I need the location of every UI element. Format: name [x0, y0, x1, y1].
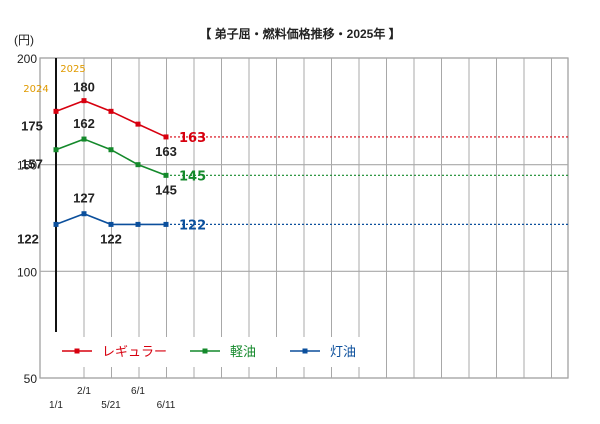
legend-label: 灯油: [330, 345, 356, 360]
x-tick-labels: 1/1 2/1 5/21 6/1 6/11: [49, 386, 176, 411]
end-value-label: 145: [179, 169, 206, 184]
data-point: [108, 147, 114, 153]
year-label: 2025: [60, 64, 85, 75]
x-tick-label: 6/1: [131, 386, 145, 397]
x-tick-label: 1/1: [49, 400, 63, 411]
data-label: 157: [21, 157, 43, 172]
data-label: 162: [73, 116, 95, 131]
data-label: 180: [73, 80, 95, 95]
data-label: 127: [73, 191, 95, 206]
y-axis-unit: (円): [14, 33, 34, 47]
data-point: [135, 121, 141, 127]
data-point: [163, 221, 169, 227]
data-point: [81, 136, 87, 142]
chart-title: 【 弟子屈・燃料価格推移・2025年 】: [199, 26, 400, 41]
data-label: 122: [17, 231, 39, 246]
data-point: [108, 221, 114, 227]
legend: レギュラー 軽油 灯油: [48, 337, 364, 367]
data-point: [163, 134, 169, 140]
legend-label: 軽油: [230, 345, 256, 360]
data-label: 175: [21, 118, 43, 133]
y-tick-label: 150: [17, 159, 37, 173]
data-point: [135, 221, 141, 227]
legend-marker: [74, 348, 80, 354]
y-tick-labels: 50 100 150 200: [17, 52, 37, 386]
x-tick-label: 2/1: [77, 386, 91, 397]
year-labels: 2024 2025: [23, 64, 85, 95]
legend-label: レギュラー: [102, 345, 167, 360]
data-label: 145: [155, 182, 177, 197]
x-tick-label: 6/11: [157, 400, 176, 411]
data-point: [81, 211, 87, 217]
end-value-label: 122: [179, 218, 206, 233]
end-value-label: 163: [179, 131, 206, 146]
series-lines: [53, 98, 169, 227]
grid: [39, 57, 569, 379]
legend-marker: [302, 348, 308, 354]
data-point: [81, 98, 87, 104]
data-point: [53, 108, 59, 114]
data-point: [163, 172, 169, 178]
y-tick-label: 100: [17, 265, 37, 279]
y-tick-label: 200: [17, 52, 37, 66]
year-label: 2024: [23, 84, 48, 95]
data-point: [108, 108, 114, 114]
data-point: [135, 162, 141, 168]
x-tick-label: 5/21: [101, 400, 121, 411]
data-label: 163: [155, 144, 177, 159]
y-tick-label: 50: [24, 372, 38, 386]
legend-marker: [202, 348, 208, 354]
reference-lines: [166, 136, 568, 225]
data-point: [53, 147, 59, 153]
data-label: 122: [100, 231, 122, 246]
data-point: [53, 221, 59, 227]
